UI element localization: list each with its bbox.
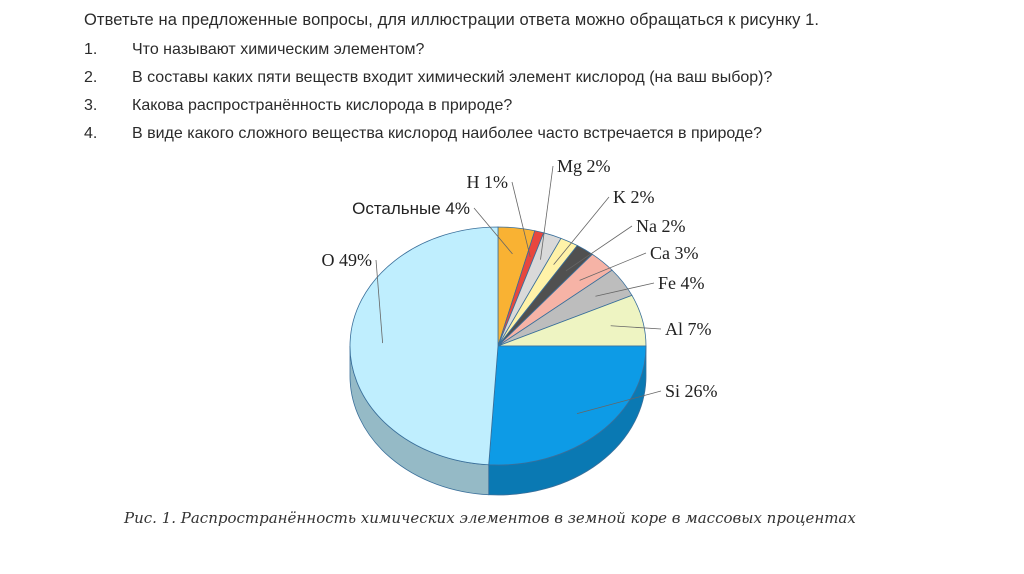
slice-label-Si: Si 26% bbox=[665, 381, 718, 401]
slice-label-O: O 49% bbox=[322, 250, 373, 270]
question-item: 4. В виде какого сложного вещества кислор… bbox=[84, 125, 772, 153]
leader-line-Si bbox=[576, 390, 662, 415]
leader-line-Mg bbox=[540, 165, 554, 260]
chart-caption: Рис. 1. Распространённость химических эл… bbox=[124, 509, 856, 527]
leader-line-Fe bbox=[595, 282, 655, 297]
leader-line-O bbox=[375, 259, 384, 344]
question-number: 1. bbox=[84, 41, 98, 58]
question-item: 1. Что называют химическим элементом? bbox=[84, 41, 772, 69]
slice-label-Fe: Fe 4% bbox=[658, 273, 705, 293]
question-text: В составы каких пяти веществ входит хими… bbox=[132, 69, 773, 86]
leader-line-Остальные bbox=[473, 207, 513, 255]
question-list: 1. Что называют химическим элементом? 2. В… bbox=[84, 41, 772, 153]
slice-label-Mg: Mg 2% bbox=[557, 156, 611, 176]
slice-label-Ca: Ca 3% bbox=[650, 243, 699, 263]
slice-label-H: H 1% bbox=[467, 172, 509, 192]
slice-label-K: K 2% bbox=[613, 187, 655, 207]
question-text: Какова распространённость кислорода в пр… bbox=[132, 97, 513, 114]
question-number: 4. bbox=[84, 125, 98, 142]
leader-line-K bbox=[553, 196, 610, 265]
pie-slice-Si bbox=[488, 345, 647, 466]
question-item: 3. Какова распространённость кислорода в … bbox=[84, 97, 772, 125]
leader-line-Al bbox=[610, 325, 662, 330]
question-number: 2. bbox=[84, 69, 98, 86]
leader-line-H bbox=[511, 181, 531, 257]
slice-label-Остальные: Остальные 4% bbox=[352, 199, 470, 218]
question-text: Что называют химическим элементом? bbox=[132, 41, 425, 58]
question-number: 3. bbox=[84, 97, 98, 114]
leader-line-Na bbox=[565, 225, 633, 272]
slice-label-Al: Al 7% bbox=[665, 319, 712, 339]
intro-text: Ответьте на предложенные вопросы, для ил… bbox=[84, 11, 820, 29]
pie-slice-O bbox=[349, 226, 499, 466]
leader-line-Ca bbox=[579, 252, 647, 281]
question-item: 2. В составы каких пяти веществ входит хи… bbox=[84, 69, 772, 97]
slice-label-Na: Na 2% bbox=[636, 216, 685, 236]
question-text: В виде какого сложного вещества кислород… bbox=[132, 125, 763, 142]
